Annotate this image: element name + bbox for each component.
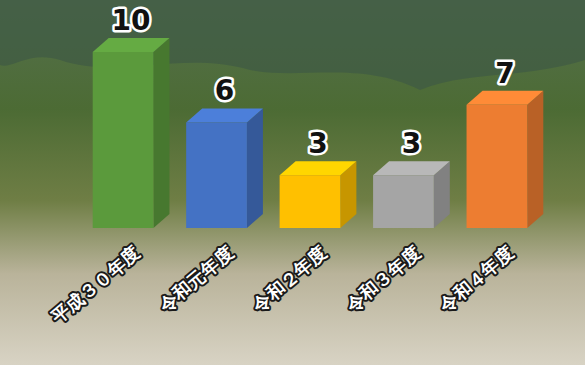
chart: 10 6 3 3 7 平成３０年度令和元年度令和２年度令和３年度令和４年度 (0, 0, 585, 365)
bar-side (247, 108, 263, 228)
background (0, 0, 585, 365)
x-tick-label: 令和４年度 (434, 242, 517, 317)
bar-3d (280, 161, 357, 228)
data-label: 3 (402, 127, 421, 160)
background-hills (0, 0, 585, 90)
bar-top (93, 38, 170, 52)
data-label: 7 (495, 57, 514, 90)
bar-top (467, 91, 544, 105)
data-label: 10 (112, 4, 151, 37)
bar (186, 122, 247, 228)
x-tick-label: 令和２年度 (247, 242, 330, 317)
x-tick: 令和２年度 (247, 242, 330, 317)
bar-side (153, 38, 169, 228)
x-tick: 令和元年度 (154, 242, 237, 317)
bar (280, 175, 341, 228)
bar (467, 105, 528, 228)
x-tick: 令和４年度 (434, 242, 517, 317)
bars (93, 38, 544, 228)
bar-3d (93, 38, 170, 228)
x-tick-label: 平成３０年度 (47, 242, 144, 328)
bar (93, 52, 154, 228)
x-tick-label: 令和元年度 (154, 242, 237, 317)
bar-3d (373, 161, 450, 228)
x-tick: 令和３年度 (341, 242, 424, 317)
bar-top (373, 161, 450, 175)
data-labels: 10 6 3 3 7 (112, 4, 515, 160)
bar-side (527, 91, 543, 228)
bar (373, 175, 434, 228)
bar-3d (467, 91, 544, 228)
x-tick: 平成３０年度 (47, 242, 144, 328)
bar-3d (186, 108, 263, 228)
x-axis: 平成３０年度令和元年度令和２年度令和３年度令和４年度 (47, 242, 518, 328)
bar-top (280, 161, 357, 175)
data-label: 3 (308, 127, 327, 160)
bar-top (186, 108, 263, 122)
x-tick-label: 令和３年度 (341, 242, 424, 317)
data-label: 6 (215, 74, 234, 107)
